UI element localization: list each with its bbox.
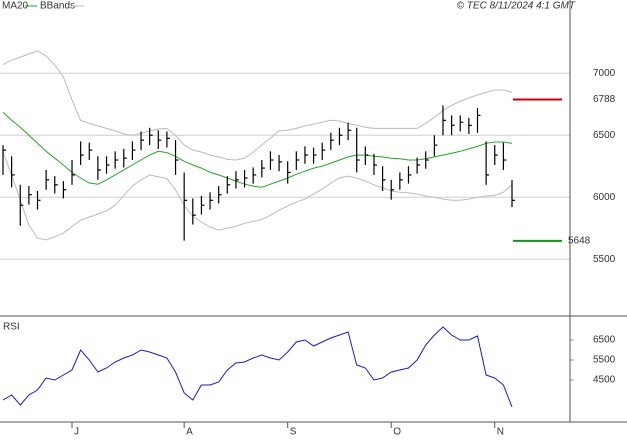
- y-tick-label: 6000: [593, 192, 616, 203]
- y-tick-label: 6500: [593, 130, 616, 141]
- level-label: 6788: [593, 94, 616, 105]
- bband-lower: [2, 151, 513, 241]
- x-tick-label: J: [74, 427, 79, 438]
- rsi-tick-label: 5500: [593, 355, 616, 366]
- x-tick-label: S: [290, 427, 297, 438]
- rsi-tick-label: 4500: [593, 375, 616, 386]
- bband-upper: [2, 50, 513, 161]
- x-tick-label: O: [393, 427, 401, 438]
- y-tick-label: 7000: [593, 68, 616, 79]
- y-tick-label: 5500: [593, 254, 616, 265]
- ma-line: [2, 111, 513, 188]
- copyright: © TEC 8/11/2024 4:1 GMT: [457, 1, 576, 12]
- legend-bbands: BBands: [40, 1, 75, 12]
- rsi-title: RSI: [3, 322, 20, 333]
- rsi-tick-label: 6500: [593, 335, 616, 346]
- x-tick-label: N: [497, 427, 504, 438]
- rsi-line: [2, 326, 513, 408]
- x-tick-label: A: [186, 427, 193, 438]
- level-label: 5648: [568, 235, 591, 246]
- legend-ma: MA20: [2, 1, 29, 12]
